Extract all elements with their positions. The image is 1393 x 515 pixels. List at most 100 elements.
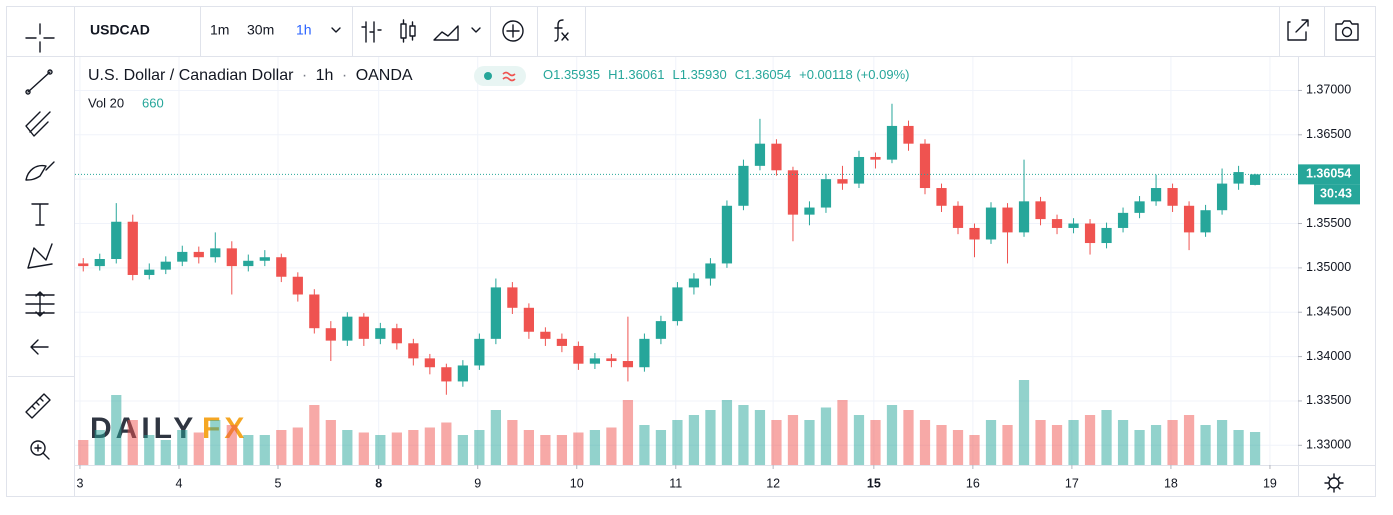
volume-bar (754, 410, 766, 465)
volume-bar (606, 427, 617, 465)
volume-bar (952, 430, 964, 465)
volume-bar (259, 435, 270, 465)
candle-body (804, 207, 815, 215)
volume-bar (408, 430, 419, 465)
candle-body (111, 221, 122, 260)
y-tick-label: 1.33500 (1306, 393, 1351, 407)
fib-icon[interactable] (25, 111, 51, 137)
candle-body (1200, 210, 1211, 233)
candle-body (441, 367, 452, 382)
candle-body (589, 358, 601, 364)
volume-bar (226, 425, 237, 465)
volume-bar (507, 420, 518, 465)
measure-tools-icon[interactable] (25, 291, 55, 317)
volume-bar (193, 432, 204, 465)
x-tick-label: 4 (176, 476, 183, 490)
ohlc-value: O1.35935 (543, 67, 600, 82)
candle-body (391, 328, 402, 344)
text-icon[interactable] (31, 203, 49, 226)
chart-type-dropdown[interactable] (471, 27, 481, 33)
area-icon[interactable] (433, 25, 459, 41)
candle-body (1117, 212, 1129, 228)
fx-icon[interactable] (554, 19, 569, 42)
candle-body (540, 331, 551, 339)
candle-body (903, 125, 914, 144)
separators (200, 7, 1325, 56)
volume-bar (985, 420, 997, 465)
volume-bar (556, 435, 568, 465)
candle-body (259, 257, 270, 261)
ruler-icon[interactable] (25, 393, 51, 419)
volume-bar (639, 425, 650, 465)
volume-bar (276, 430, 287, 465)
candles-icon[interactable] (400, 19, 416, 43)
volume-bar (210, 420, 221, 465)
indicator-add-plus (506, 24, 520, 38)
volume-bar (853, 415, 865, 465)
legend-dot: · (302, 67, 307, 84)
candle-body (490, 287, 501, 339)
camera-icon[interactable] (1335, 20, 1359, 41)
axes: 1.33000 1.33500 1.34000 1.34500 1.35000 1.355… (75, 83, 1360, 490)
volume-bar (391, 432, 402, 465)
volume-bar (309, 405, 320, 465)
bars-icon[interactable] (361, 21, 382, 43)
interval-button[interactable]: 30m (247, 22, 274, 38)
candle-body (78, 263, 89, 267)
candle-body (325, 328, 336, 341)
candle-body (622, 361, 634, 368)
candle-body (523, 307, 534, 332)
volume-bar (523, 430, 534, 465)
volume-bar (622, 400, 634, 465)
back-icon[interactable] (30, 339, 49, 355)
interval-button[interactable]: 1m (210, 22, 229, 38)
grid (75, 57, 1298, 465)
share-icon[interactable] (1287, 19, 1309, 41)
indicator-add[interactable] (502, 20, 524, 42)
volume-bar (705, 410, 716, 465)
volume-bar (1051, 425, 1063, 465)
candle-body (193, 251, 204, 258)
candle-body (1051, 219, 1063, 228)
instrument-source: OANDA (356, 67, 413, 84)
volume-bar (1018, 380, 1030, 465)
candle-body (474, 338, 485, 366)
y-tick-label: 1.34500 (1306, 305, 1351, 319)
volume-bar (1084, 415, 1096, 465)
volume-bar (672, 420, 683, 465)
volume-bar (1183, 415, 1195, 465)
zoom-icon[interactable] (30, 440, 46, 456)
zoom-icon-detail (34, 444, 50, 460)
pattern-icon[interactable] (27, 243, 53, 269)
settings-icon[interactable] (1328, 477, 1340, 489)
volume-bar (94, 430, 105, 465)
volume-bar (78, 440, 89, 465)
volume-bar (804, 420, 815, 465)
symbol[interactable]: USDCAD (90, 22, 150, 38)
interval-dropdown[interactable] (331, 27, 341, 33)
brush-icon[interactable] (25, 161, 55, 181)
ohlc-value: +0.00118 (+0.09%) (799, 67, 909, 82)
candle-body (226, 248, 237, 267)
interval-button[interactable]: 1h (296, 22, 312, 38)
intervals: 1m 30m 1h (210, 22, 312, 38)
camera-lens (1341, 26, 1353, 38)
trendline-dot (47, 69, 53, 75)
settings-icon-rays (1324, 473, 1344, 493)
delay-icon (502, 71, 516, 82)
legend-dot: · (342, 67, 347, 84)
candle-body (985, 207, 997, 240)
candle-body (672, 287, 683, 322)
candle-body (424, 358, 435, 368)
volume-bar (160, 440, 171, 465)
last-price-label: 1.36054 (1306, 167, 1351, 181)
frame (6, 6, 1376, 497)
candle-body (1002, 207, 1013, 233)
trendline-icon[interactable] (27, 71, 51, 93)
crosshair-icon[interactable] (25, 23, 55, 53)
volume-legend-label: Vol 20 (88, 95, 124, 110)
watermark: DAILY FX (90, 412, 244, 445)
status-pill[interactable] (474, 66, 526, 86)
volume-bar (342, 430, 353, 465)
